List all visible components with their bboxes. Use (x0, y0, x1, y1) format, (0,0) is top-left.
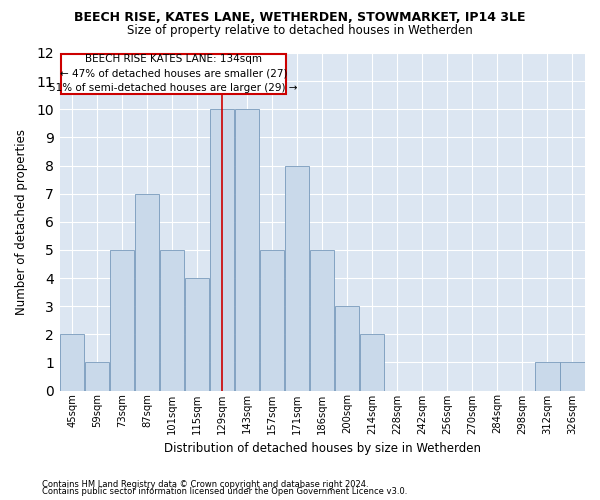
Text: Size of property relative to detached houses in Wetherden: Size of property relative to detached ho… (127, 24, 473, 37)
Text: Contains public sector information licensed under the Open Government Licence v3: Contains public sector information licen… (42, 488, 407, 496)
Bar (235, 110, 259, 390)
Bar (535, 362, 560, 390)
Bar (285, 166, 310, 390)
Text: Contains HM Land Registry data © Crown copyright and database right 2024.: Contains HM Land Registry data © Crown c… (42, 480, 368, 489)
Bar (560, 362, 584, 390)
Y-axis label: Number of detached properties: Number of detached properties (15, 129, 28, 315)
X-axis label: Distribution of detached houses by size in Wetherden: Distribution of detached houses by size … (164, 442, 481, 455)
Text: BEECH RISE KATES LANE: 134sqm
← 47% of detached houses are smaller (27)
51% of s: BEECH RISE KATES LANE: 134sqm ← 47% of d… (49, 54, 298, 93)
Bar (160, 250, 184, 390)
FancyBboxPatch shape (61, 54, 286, 94)
Bar (185, 278, 209, 390)
Bar (60, 334, 84, 390)
Bar (135, 194, 160, 390)
Bar (310, 250, 334, 390)
Bar (260, 250, 284, 390)
Bar (210, 110, 235, 390)
Text: BEECH RISE, KATES LANE, WETHERDEN, STOWMARKET, IP14 3LE: BEECH RISE, KATES LANE, WETHERDEN, STOWM… (74, 11, 526, 24)
Bar (85, 362, 109, 390)
Bar (110, 250, 134, 390)
Bar (360, 334, 385, 390)
Bar (335, 306, 359, 390)
